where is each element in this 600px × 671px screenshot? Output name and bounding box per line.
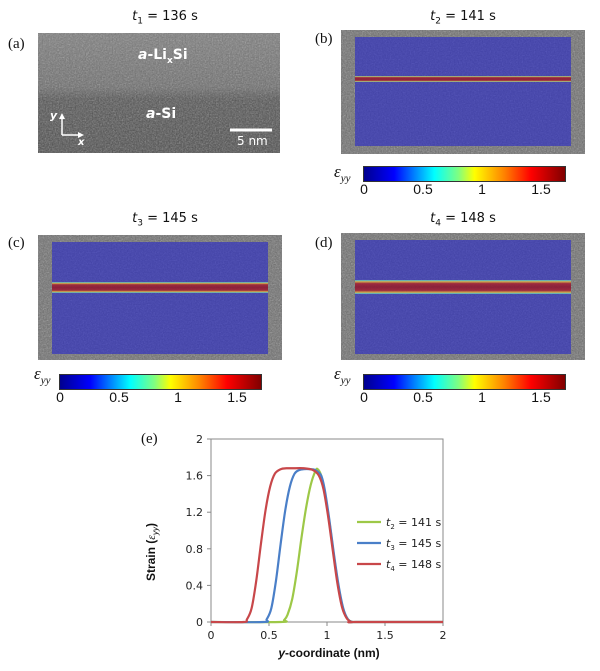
time-symbol: t — [132, 9, 138, 24]
y-tick-label: 0.8 — [186, 543, 204, 556]
ylabel-subscript: yy — [151, 526, 161, 535]
x-tick-label: 1 — [324, 629, 331, 642]
time-subscript: 3 — [137, 218, 143, 229]
y-tick-label: 2 — [196, 433, 203, 446]
panel-d-time-title: t4 = 148 s — [418, 211, 508, 229]
ylabel-symbol: ε — [143, 534, 158, 540]
y-tick-label: 1.6 — [186, 470, 204, 483]
axis-y-label: y — [50, 109, 58, 122]
colorbar-label-b: εyy — [334, 162, 350, 184]
colorbar-label-d: εyy — [334, 364, 350, 386]
colorbar-subscript: yy — [40, 374, 51, 387]
ylabel-text: Strain ( — [143, 539, 158, 582]
panel-e-label: (e) — [141, 431, 158, 447]
time-subscript: 2 — [435, 16, 441, 27]
colorbar-c — [59, 374, 262, 390]
material-sub: x — [166, 55, 173, 66]
strain-overlay-b — [355, 37, 571, 146]
colorbar-tick: 0.5 — [413, 389, 433, 405]
y-tick-label: 1.2 — [186, 506, 204, 519]
colorbar-tick: 1 — [174, 389, 182, 405]
tem-image-a: a-LixSi a-Si y x 5 nm — [38, 33, 280, 153]
time-value: = 145 s — [142, 211, 198, 226]
material-suffix: Si — [172, 47, 188, 63]
series-line-t2 — [210, 467, 443, 624]
material-label-lixsi: a-LixSi — [138, 47, 188, 66]
colorbar-tick: 1 — [478, 389, 486, 405]
strain-band-c — [52, 282, 268, 293]
strain-band-d — [355, 280, 571, 294]
time-value: = 141 s — [440, 9, 496, 24]
colorbar-d — [363, 374, 566, 390]
time-symbol: t — [430, 9, 436, 24]
colorbar-label-c: εyy — [34, 364, 50, 386]
y-tick-label: 0.4 — [186, 579, 204, 592]
xlabel-text: -coordinate (nm) — [285, 646, 380, 660]
time-symbol: t — [430, 211, 436, 226]
material-prefix: a — [138, 47, 148, 63]
panel-d-label: (d) — [315, 235, 333, 251]
material-label-si: a-Si — [146, 106, 176, 122]
colorbar-symbol: ε — [34, 364, 41, 383]
strain-overlay-d — [355, 240, 571, 354]
series-line-t3 — [210, 467, 443, 624]
tem-image-b — [341, 30, 585, 154]
colorbar-b — [363, 166, 566, 182]
x-tick-label: 1.5 — [376, 629, 394, 642]
colorbar-tick: 1.5 — [227, 389, 247, 405]
ylabel-close: ) — [143, 522, 158, 527]
panel-b-time-title: t2 = 141 s — [418, 9, 508, 27]
y-tick-label: 0 — [196, 616, 203, 629]
xlabel-italic: y — [278, 646, 286, 660]
x-axis-label: y-coordinate (nm) — [278, 646, 379, 660]
panel-b-label: (b) — [315, 31, 333, 47]
time-value: = 136 s — [142, 9, 198, 24]
time-subscript: 1 — [137, 16, 143, 27]
colorbar-subscript: yy — [340, 172, 351, 185]
material-suffix: -Si — [155, 106, 177, 122]
y-axis-label: Strain (εyy) — [144, 523, 160, 581]
panel-a-time-title: t1 = 136 s — [120, 9, 210, 27]
x-tick-label: 0 — [208, 629, 215, 642]
colorbar-tick: 0 — [56, 389, 64, 405]
time-symbol: t — [132, 211, 138, 226]
plot-frame — [210, 438, 444, 623]
series-line-t4 — [210, 467, 443, 624]
colorbar-tick: 0 — [360, 389, 368, 405]
x-tick-label: 0.5 — [260, 629, 278, 642]
panel-a-label: (a) — [8, 36, 25, 52]
panel-c-time-title: t3 = 145 s — [120, 211, 210, 229]
legend-entry: t2 = 141 s — [386, 516, 441, 531]
time-value: = 148 s — [440, 211, 496, 226]
colorbar-symbol: ε — [334, 364, 341, 383]
axis-x-label: x — [78, 137, 85, 148]
legend-entry: t3 = 145 s — [386, 537, 441, 552]
colorbar-tick: 0.5 — [413, 181, 433, 197]
colorbar-tick: 1.5 — [531, 389, 551, 405]
colorbar-subscript: yy — [340, 374, 351, 387]
strain-band-b — [355, 76, 571, 82]
colorbar-tick: 1.5 — [531, 181, 551, 197]
colorbar-tick: 0.5 — [109, 389, 129, 405]
tem-image-c — [38, 235, 282, 360]
x-tick-label: 2 — [440, 629, 447, 642]
colorbar-tick: 1 — [478, 181, 486, 197]
colorbar-symbol: ε — [334, 162, 341, 181]
scale-bar-label: 5 nm — [237, 134, 268, 148]
material-main: -Li — [147, 47, 167, 63]
tem-image-d — [341, 233, 585, 360]
panel-c-label: (c) — [8, 235, 25, 251]
time-subscript: 4 — [435, 218, 441, 229]
colorbar-tick: 0 — [360, 181, 368, 197]
strain-overlay-c — [52, 242, 268, 354]
legend-entry: t4 = 148 s — [386, 558, 441, 573]
material-prefix: a — [146, 106, 156, 122]
